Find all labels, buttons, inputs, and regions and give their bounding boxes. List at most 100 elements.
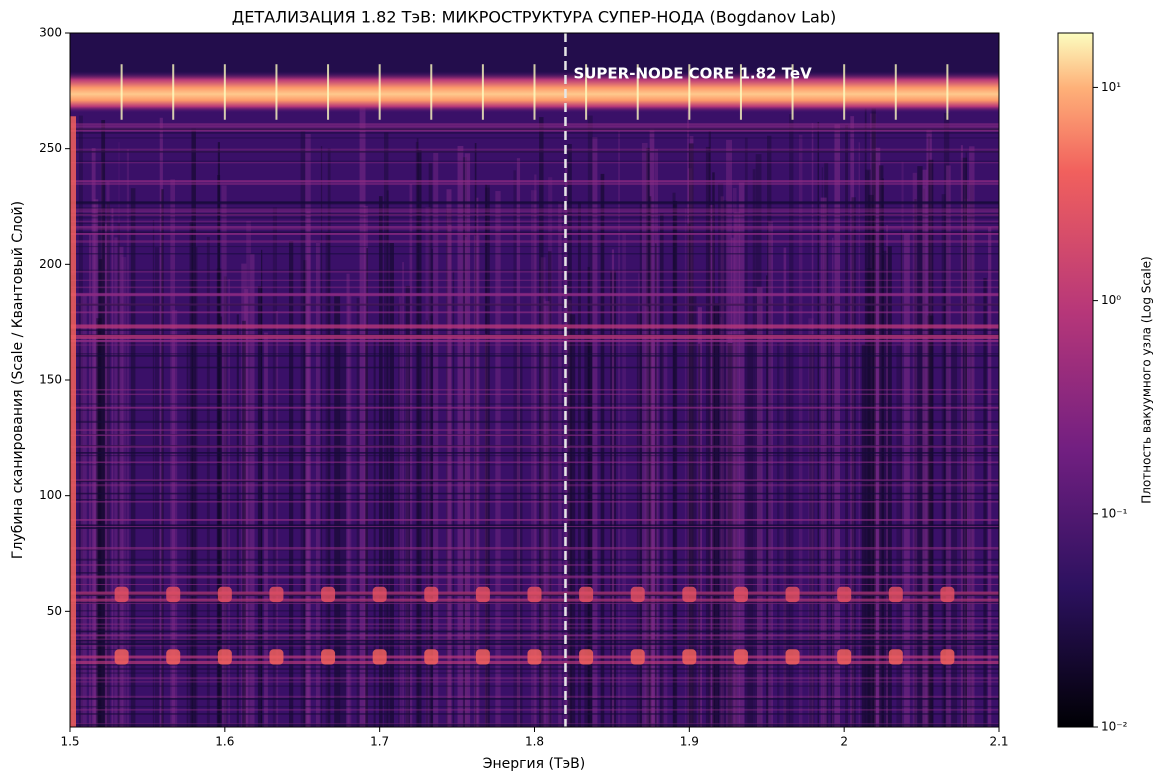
heat-streak <box>246 220 251 727</box>
heat-streak <box>983 278 987 727</box>
heat-streak <box>221 185 227 727</box>
heat-row <box>70 576 999 579</box>
heat-spike <box>585 64 588 120</box>
heat-streak <box>191 128 196 727</box>
heat-spot <box>630 649 645 665</box>
heat-spot <box>527 586 542 603</box>
heat-streak <box>117 223 121 727</box>
heat-streak <box>943 112 950 727</box>
heat-spot <box>579 586 594 603</box>
heat-streak <box>708 131 711 727</box>
colorbar-tick-label: 10⁻¹ <box>1101 506 1128 520</box>
heat-streak <box>417 150 422 727</box>
heat-row <box>70 220 999 223</box>
heat-spike <box>327 64 330 120</box>
heat-streak <box>922 169 927 727</box>
heatmap-image <box>70 33 999 727</box>
heat-spike <box>378 64 381 120</box>
heat-row <box>70 127 999 129</box>
heat-spot <box>579 649 594 665</box>
heat-row <box>70 269 999 272</box>
heat-row <box>70 446 999 448</box>
heat-streak <box>969 146 975 727</box>
heat-streak <box>228 279 230 727</box>
heat-row <box>70 389 999 391</box>
heat-spot <box>166 649 181 665</box>
x-axis-label: Энергия (ТэВ) <box>483 756 586 772</box>
heat-streak <box>648 337 653 727</box>
heat-row <box>70 645 999 647</box>
heat-streak <box>722 200 728 727</box>
heat-row <box>70 617 999 619</box>
heat-streak <box>457 145 464 727</box>
heat-streak <box>756 287 763 727</box>
y-tick-label: 150 <box>39 373 62 387</box>
heat-row <box>70 240 999 242</box>
heat-streak <box>673 200 678 727</box>
heat-streak <box>540 257 546 727</box>
heat-row <box>70 464 999 466</box>
heat-streak <box>734 212 740 727</box>
heat-row <box>70 638 999 641</box>
heat-streak <box>154 247 160 727</box>
heat-row <box>70 210 999 213</box>
heat-streak <box>327 148 331 727</box>
heat-streak <box>789 114 794 727</box>
heat-spot <box>217 649 232 665</box>
heat-row <box>70 627 999 629</box>
heat-streak <box>951 331 958 727</box>
heat-streak <box>600 173 605 727</box>
heat-streak <box>356 297 360 727</box>
heat-streak <box>484 187 490 727</box>
heat-spot <box>372 649 387 665</box>
heat-streak <box>705 146 711 727</box>
heat-streak <box>738 182 745 727</box>
heat-streak <box>98 259 103 727</box>
heat-row <box>70 409 999 411</box>
heat-streak <box>257 286 263 727</box>
x-tick-label: 1.8 <box>525 735 544 749</box>
heat-row <box>70 429 999 431</box>
heat-row <box>70 366 999 369</box>
y-tick-label: 50 <box>47 604 62 618</box>
heat-streak <box>834 124 841 727</box>
heat-streak <box>186 332 189 727</box>
heat-streak <box>808 318 814 727</box>
heat-streak <box>713 303 720 727</box>
heat-spot <box>217 586 232 603</box>
heat-spot <box>424 649 439 665</box>
heat-streak <box>650 341 655 727</box>
heat-streak <box>592 137 598 727</box>
heat-row <box>70 226 999 227</box>
heat-streak <box>366 247 369 727</box>
heat-row <box>70 241 999 243</box>
heat-row <box>70 667 999 670</box>
heat-row <box>70 519 999 521</box>
heat-spot <box>527 649 542 665</box>
x-tick-label: 1.9 <box>680 735 699 749</box>
heat-row <box>70 576 999 579</box>
heat-streak <box>244 289 249 727</box>
heat-spot <box>837 649 852 665</box>
heat-streak <box>809 334 815 727</box>
heat-streak <box>861 344 866 727</box>
heat-spot <box>475 649 490 665</box>
chart-title: ДЕТАЛИЗАЦИЯ 1.82 ТэВ: МИКРОСТРУКТУРА СУП… <box>232 8 837 27</box>
heat-spike <box>481 64 484 120</box>
heat-streak <box>961 157 968 727</box>
heat-streak <box>172 310 178 727</box>
heat-spot <box>733 649 748 665</box>
heat-streak <box>429 315 433 727</box>
heat-streak <box>660 213 664 727</box>
heat-row <box>70 643 999 646</box>
heat-streak <box>339 336 346 727</box>
heat-row <box>70 558 999 561</box>
heat-streak <box>275 311 279 727</box>
heat-streak <box>416 138 419 727</box>
heat-row <box>70 228 999 230</box>
heat-row <box>70 233 999 235</box>
heat-streak <box>868 194 874 727</box>
heat-streak <box>866 268 872 727</box>
heat-streak <box>922 185 927 727</box>
heat-row <box>70 698 999 700</box>
